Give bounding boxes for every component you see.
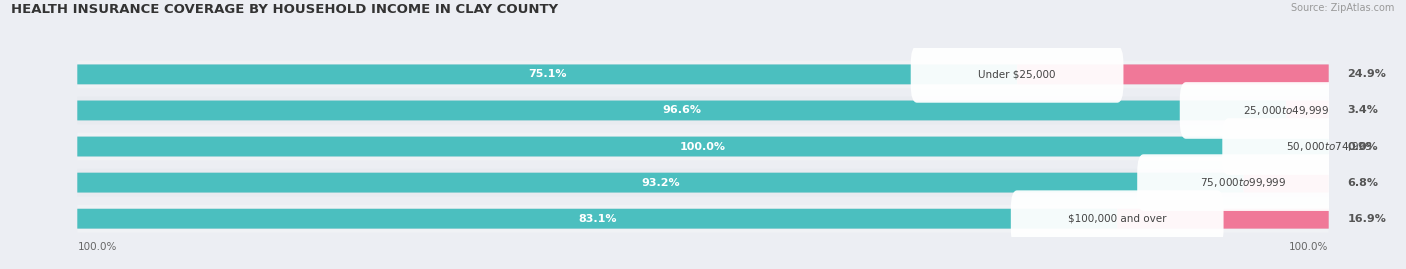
Text: HEALTH INSURANCE COVERAGE BY HOUSEHOLD INCOME IN CLAY COUNTY: HEALTH INSURANCE COVERAGE BY HOUSEHOLD I… [11, 3, 558, 16]
FancyBboxPatch shape [1118, 209, 1329, 229]
Text: 0.0%: 0.0% [1347, 141, 1378, 151]
FancyBboxPatch shape [77, 97, 1329, 124]
FancyBboxPatch shape [1137, 154, 1350, 211]
FancyBboxPatch shape [911, 46, 1123, 103]
Text: $25,000 to $49,999: $25,000 to $49,999 [1243, 104, 1329, 117]
Text: 100.0%: 100.0% [1289, 242, 1329, 253]
Text: 3.4%: 3.4% [1347, 105, 1378, 115]
FancyBboxPatch shape [1243, 173, 1329, 193]
FancyBboxPatch shape [1222, 118, 1406, 175]
Text: $50,000 to $74,999: $50,000 to $74,999 [1285, 140, 1372, 153]
FancyBboxPatch shape [1286, 101, 1329, 121]
Text: $100,000 and over: $100,000 and over [1069, 214, 1167, 224]
FancyBboxPatch shape [77, 209, 1329, 229]
FancyBboxPatch shape [77, 65, 1017, 84]
Text: 93.2%: 93.2% [641, 178, 679, 187]
FancyBboxPatch shape [1017, 65, 1329, 84]
FancyBboxPatch shape [77, 133, 1329, 160]
FancyBboxPatch shape [77, 101, 1286, 121]
Text: 100.0%: 100.0% [681, 141, 725, 151]
FancyBboxPatch shape [77, 205, 1329, 233]
FancyBboxPatch shape [77, 173, 1243, 193]
FancyBboxPatch shape [77, 209, 1118, 229]
FancyBboxPatch shape [1180, 82, 1392, 139]
FancyBboxPatch shape [77, 169, 1329, 196]
FancyBboxPatch shape [77, 137, 1329, 157]
Text: Under $25,000: Under $25,000 [979, 69, 1056, 79]
FancyBboxPatch shape [77, 173, 1329, 193]
Text: 24.9%: 24.9% [1347, 69, 1386, 79]
FancyBboxPatch shape [77, 101, 1329, 121]
FancyBboxPatch shape [77, 61, 1329, 88]
Text: Source: ZipAtlas.com: Source: ZipAtlas.com [1291, 3, 1395, 13]
FancyBboxPatch shape [77, 65, 1329, 84]
Text: 100.0%: 100.0% [77, 242, 117, 253]
FancyBboxPatch shape [77, 137, 1329, 157]
Text: 83.1%: 83.1% [578, 214, 616, 224]
Text: $75,000 to $99,999: $75,000 to $99,999 [1201, 176, 1286, 189]
Text: 6.8%: 6.8% [1347, 178, 1378, 187]
Text: 75.1%: 75.1% [529, 69, 567, 79]
Text: 96.6%: 96.6% [662, 105, 702, 115]
Text: 16.9%: 16.9% [1347, 214, 1386, 224]
FancyBboxPatch shape [1011, 190, 1223, 247]
